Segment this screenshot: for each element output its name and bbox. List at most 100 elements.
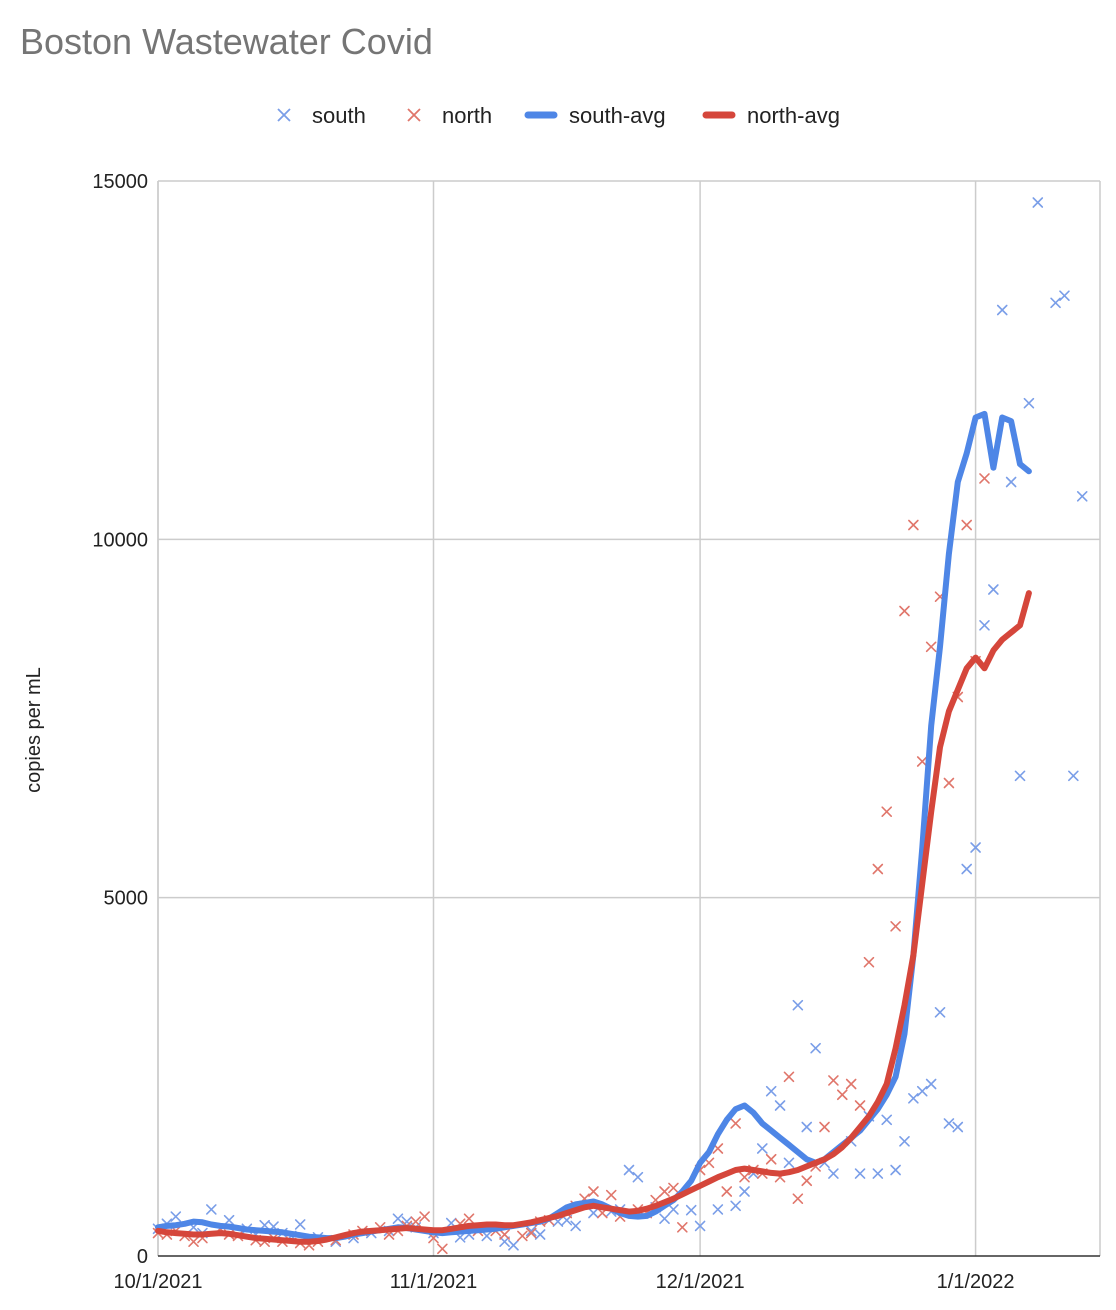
point-north: [828, 1075, 839, 1086]
point-south: [872, 1168, 884, 1179]
legend-label: north-avg: [747, 103, 840, 128]
point-south: [481, 1230, 493, 1242]
series-north-avg: [155, 590, 1032, 1245]
point-south: [979, 620, 990, 631]
legend-item-north-avg: north-avg: [702, 103, 840, 128]
point-north: [845, 1078, 857, 1090]
legend-item-south: south: [277, 103, 366, 128]
point-south: [1032, 197, 1044, 208]
legend-label: south-avg: [569, 103, 666, 128]
legend-label: north: [442, 103, 492, 128]
line-north-avg: [155, 590, 1032, 1245]
point-south: [739, 1186, 750, 1197]
point-south: [961, 863, 972, 875]
point-south: [712, 1204, 724, 1215]
point-south: [223, 1214, 235, 1226]
point-south: [668, 1204, 679, 1215]
point-south: [1076, 491, 1088, 502]
point-south: [685, 1204, 697, 1216]
line-south-avg: [155, 410, 1032, 1242]
y-tick-label: 5000: [104, 888, 149, 910]
point-south: [294, 1219, 306, 1230]
point-north: [854, 1100, 866, 1111]
point-south: [1059, 290, 1070, 301]
point-north: [979, 473, 990, 484]
point-south: [988, 584, 999, 595]
point-north: [588, 1186, 599, 1197]
point-north: [783, 1071, 795, 1083]
point-north: [819, 1121, 830, 1133]
gridlines: [157, 180, 1101, 1257]
point-south: [996, 304, 1008, 316]
point-south: [206, 1204, 217, 1215]
series-layer: [152, 197, 1088, 1255]
legend-label: south: [312, 103, 366, 128]
point-south: [1014, 770, 1026, 782]
point-north: [908, 519, 919, 531]
legend: south north south-avg north-avg: [277, 103, 840, 128]
point-north: [410, 1216, 422, 1227]
y-tick-label: 0: [137, 1246, 148, 1268]
point-north: [765, 1153, 777, 1165]
x-tick-label: 12/1/2021: [656, 1271, 745, 1293]
tick-labels: 0 5000 10000 15000 10/1/2021 11/1/2021 12/1/20…: [92, 171, 1014, 1293]
point-north: [677, 1222, 688, 1233]
point-south: [623, 1164, 635, 1176]
point-north: [668, 1182, 679, 1194]
point-south: [632, 1171, 644, 1183]
point-north: [605, 1189, 617, 1201]
point-north: [916, 756, 928, 767]
point-south: [774, 1100, 786, 1111]
point-south: [534, 1229, 546, 1240]
point-north: [792, 1193, 804, 1204]
point-south: [170, 1211, 182, 1222]
point-south: [1023, 397, 1035, 409]
legend-marker-south: [277, 108, 291, 122]
point-north: [899, 605, 910, 617]
point-south: [881, 1114, 893, 1126]
point-north: [943, 777, 955, 789]
point-south: [757, 1143, 768, 1154]
point-north: [739, 1171, 750, 1183]
point-north: [863, 956, 875, 968]
point-south: [588, 1207, 599, 1219]
y-tick-label: 15000: [92, 171, 148, 193]
point-south: [1050, 297, 1061, 309]
point-south: [561, 1214, 573, 1226]
point-north: [890, 921, 901, 932]
point-south: [801, 1121, 813, 1133]
legend-marker-north: [407, 108, 421, 122]
point-south: [570, 1220, 581, 1232]
point-north: [721, 1186, 733, 1197]
point-north: [801, 1175, 813, 1187]
x-tick-label: 1/1/2022: [937, 1271, 1015, 1293]
point-south: [508, 1239, 519, 1251]
chart-title: Boston Wastewater Covid: [20, 21, 433, 62]
y-axis-title: copies per mL: [23, 667, 45, 793]
point-south: [765, 1085, 777, 1097]
point-south: [659, 1213, 670, 1225]
point-south: [854, 1168, 866, 1179]
y-tick-label: 10000: [92, 529, 148, 551]
point-north: [463, 1213, 475, 1225]
point-north: [925, 641, 937, 653]
point-south: [890, 1164, 901, 1176]
point-south: [730, 1200, 741, 1212]
point-south: [970, 842, 981, 853]
x-tick-label: 11/1/2021: [390, 1271, 478, 1293]
point-south: [934, 1007, 946, 1018]
point-north: [961, 519, 972, 531]
point-north: [730, 1118, 741, 1129]
legend-item-north: north: [407, 103, 492, 128]
point-south: [952, 1121, 964, 1133]
point-north: [659, 1186, 670, 1197]
series-north: [152, 473, 990, 1255]
point-north: [188, 1236, 199, 1247]
point-south: [792, 999, 804, 1011]
point-south: [694, 1220, 706, 1232]
point-south: [1005, 476, 1017, 488]
point-south: [525, 1225, 537, 1237]
point-south: [908, 1093, 919, 1104]
point-south: [783, 1157, 795, 1169]
point-south: [916, 1085, 928, 1097]
